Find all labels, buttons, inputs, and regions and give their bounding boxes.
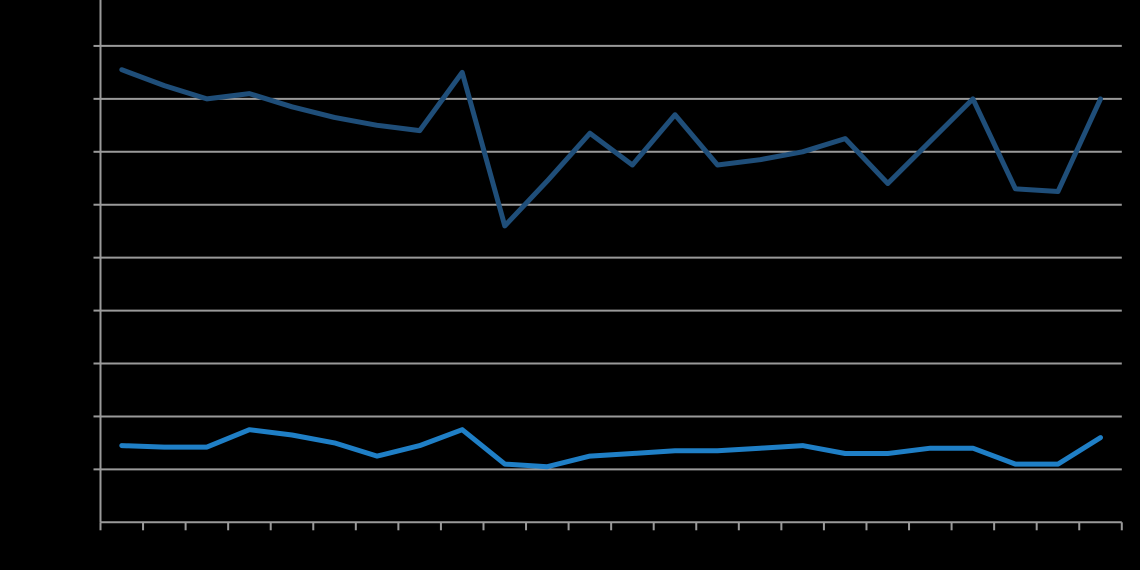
y-axis (93, 0, 102, 523)
series-lines (119, 67, 1103, 470)
series-2-line (119, 427, 1103, 470)
horizontal-gridlines (100, 44, 1122, 471)
series-1-line (119, 67, 1103, 229)
x-axis (99, 521, 1123, 531)
